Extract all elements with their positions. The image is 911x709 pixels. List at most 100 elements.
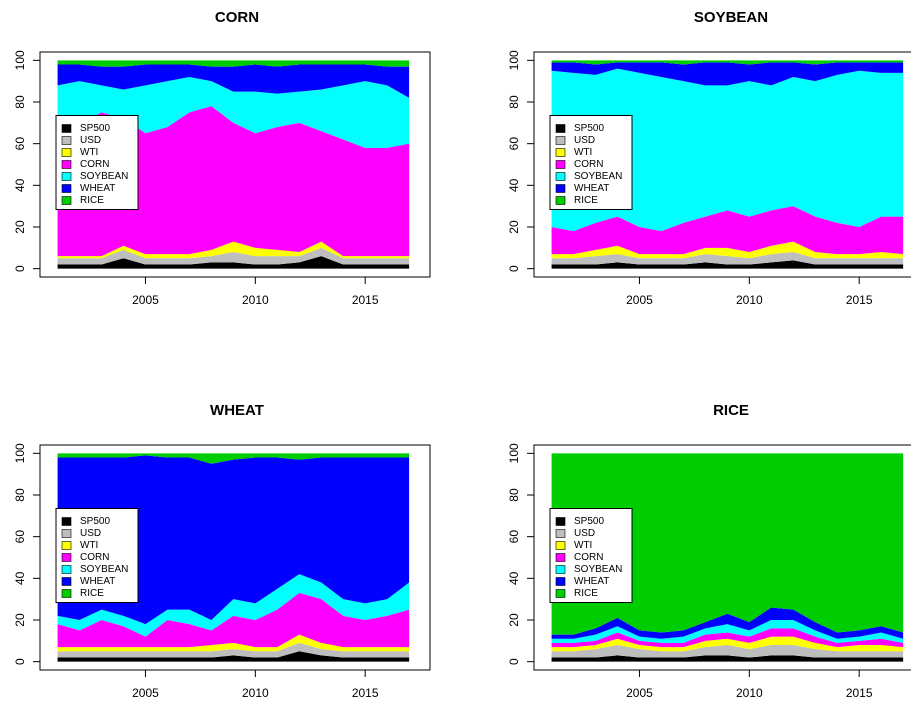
- legend-swatch: [555, 136, 566, 145]
- legend-swatch: [61, 517, 72, 526]
- legend-label: SP500: [574, 516, 604, 527]
- legend-label: WTI: [574, 540, 592, 551]
- legend-swatch: [61, 136, 72, 145]
- y-tick-label: 0: [13, 658, 27, 665]
- y-tick-label: 80: [13, 95, 27, 109]
- legend-swatch: [61, 124, 72, 133]
- legend-swatch: [61, 565, 72, 574]
- y-tick-label: 100: [507, 443, 521, 463]
- x-tick-label: 2010: [736, 686, 763, 700]
- legend-label: SOYBEAN: [80, 564, 128, 575]
- x-tick-label: 2015: [352, 686, 379, 700]
- legend-label: SP500: [80, 123, 110, 134]
- legend-swatch: [555, 517, 566, 526]
- y-tick-label: 40: [507, 571, 521, 585]
- legend-label: WTI: [574, 147, 592, 158]
- y-tick-label: 100: [13, 443, 27, 463]
- legend-label: SP500: [574, 123, 604, 134]
- y-tick-label: 20: [507, 220, 521, 234]
- x-tick-label: 2005: [626, 293, 653, 307]
- chart-title: RICE: [713, 402, 749, 419]
- legend-swatch: [555, 529, 566, 538]
- legend-swatch: [555, 553, 566, 562]
- legend-swatch: [555, 160, 566, 169]
- x-tick-label: 2010: [242, 686, 269, 700]
- legend-swatch: [61, 160, 72, 169]
- area: [551, 206, 904, 255]
- legend-swatch: [555, 172, 566, 181]
- chart-title: SOYBEAN: [694, 9, 768, 26]
- chart-title: CORN: [215, 9, 259, 26]
- chart-title: WHEAT: [210, 402, 264, 419]
- area: [551, 453, 904, 635]
- legend-label: SOYBEAN: [574, 171, 622, 182]
- area: [57, 247, 410, 265]
- area: [551, 655, 904, 662]
- legend-swatch: [61, 589, 72, 598]
- legend-label: RICE: [80, 195, 104, 206]
- legend-label: CORN: [80, 552, 109, 563]
- legend-label: USD: [80, 135, 101, 146]
- area: [57, 642, 410, 658]
- y-tick-label: 60: [13, 530, 27, 544]
- area: [551, 607, 904, 639]
- legend-label: USD: [574, 135, 595, 146]
- area: [57, 106, 410, 257]
- legend-label: WHEAT: [574, 183, 609, 194]
- area: [551, 620, 904, 643]
- area: [551, 628, 904, 648]
- y-tick-label: 60: [507, 137, 521, 151]
- legend-label: RICE: [574, 588, 598, 599]
- legend-swatch: [61, 577, 72, 586]
- legend-swatch: [555, 148, 566, 157]
- y-tick-label: 80: [13, 488, 27, 502]
- y-tick-label: 60: [13, 137, 27, 151]
- area: [551, 68, 904, 232]
- legend-label: SP500: [80, 516, 110, 527]
- y-tick-label: 60: [507, 530, 521, 544]
- y-tick-label: 100: [13, 50, 27, 70]
- x-tick-label: 2005: [626, 686, 653, 700]
- x-tick-label: 2010: [736, 293, 763, 307]
- y-tick-label: 40: [507, 178, 521, 192]
- legend-label: RICE: [574, 195, 598, 206]
- area: [57, 256, 410, 269]
- area: [57, 455, 410, 625]
- legend-swatch: [61, 553, 72, 562]
- y-tick-label: 40: [13, 571, 27, 585]
- legend-label: SOYBEAN: [574, 564, 622, 575]
- legend-label: USD: [574, 528, 595, 539]
- legend-label: WHEAT: [80, 183, 115, 194]
- area: [57, 64, 410, 98]
- area: [57, 77, 410, 148]
- x-tick-label: 2005: [132, 686, 159, 700]
- legend-swatch: [61, 148, 72, 157]
- legend-swatch: [555, 589, 566, 598]
- area: [57, 592, 410, 648]
- area: [551, 252, 904, 265]
- x-tick-label: 2005: [132, 293, 159, 307]
- y-tick-label: 100: [507, 50, 521, 70]
- y-tick-label: 40: [13, 178, 27, 192]
- y-tick-label: 20: [13, 613, 27, 627]
- legend-label: CORN: [574, 159, 603, 170]
- y-tick-label: 80: [507, 95, 521, 109]
- legend-swatch: [61, 541, 72, 550]
- plot-frame: [533, 444, 911, 671]
- legend-label: SOYBEAN: [80, 171, 128, 182]
- area: [551, 636, 904, 652]
- area: [57, 651, 410, 662]
- plot-frame: [39, 444, 431, 671]
- area: [57, 574, 410, 637]
- plot-frame: [533, 51, 911, 278]
- area: [551, 62, 904, 86]
- legend-swatch: [61, 196, 72, 205]
- legend-label: CORN: [574, 552, 603, 563]
- legend-label: CORN: [80, 159, 109, 170]
- legend-swatch: [555, 565, 566, 574]
- y-tick-label: 0: [13, 265, 27, 272]
- area: [57, 60, 410, 67]
- legend-label: RICE: [80, 588, 104, 599]
